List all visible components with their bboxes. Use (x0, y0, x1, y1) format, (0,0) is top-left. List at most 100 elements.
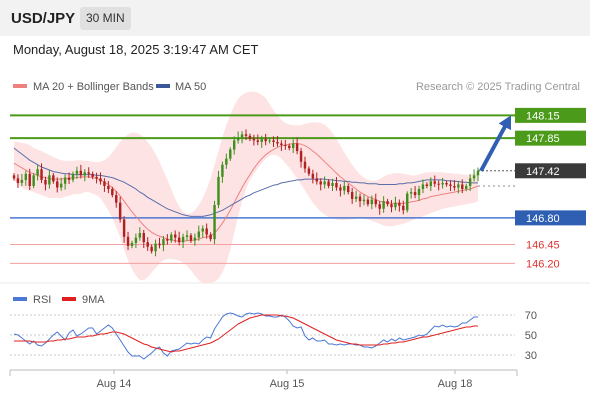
candle-body (453, 185, 456, 188)
candle-body (445, 182, 448, 185)
candle-body (174, 234, 177, 238)
candle-body (213, 204, 216, 240)
candle-body (327, 181, 330, 186)
candle-body (63, 177, 67, 184)
credit-label: Research © 2025 Trading Central (416, 81, 580, 93)
candle-body (75, 170, 79, 174)
minor-level-label: 146.20 (526, 258, 560, 270)
candle-body (335, 182, 338, 188)
projection-group (479, 115, 511, 172)
symbol-title: USD/JPY (11, 10, 76, 27)
resistance-label-box (515, 107, 586, 123)
projection-arrow-shaft (479, 122, 509, 172)
candle-body (382, 201, 385, 209)
candle-body (476, 170, 480, 176)
candle-body (417, 189, 421, 196)
candle-body (107, 185, 110, 190)
candle-body (150, 246, 153, 252)
candle-body (461, 184, 464, 190)
candle-body (331, 182, 334, 186)
candle-body (272, 140, 275, 142)
candle-body (295, 143, 299, 152)
candle-body (299, 151, 303, 162)
candle-body (16, 178, 20, 183)
candle-body (142, 233, 145, 243)
resistance-label: 147.85 (526, 133, 560, 145)
candle-body (56, 181, 59, 188)
candle-body (103, 181, 106, 186)
ma20-line (13, 143, 479, 242)
ma50-legend-swatch (156, 84, 170, 88)
candle-body (347, 185, 350, 193)
candle-body (83, 172, 86, 176)
candle-body (162, 239, 165, 246)
candle-body (36, 169, 39, 176)
ma50-legend-label: MA 50 (175, 81, 206, 93)
candle-body (437, 183, 440, 185)
last-price-box (515, 163, 586, 179)
candle-body (126, 236, 130, 246)
candle-body (197, 231, 201, 238)
candle-body (343, 185, 346, 191)
candle-body (449, 184, 452, 186)
candle-body (154, 243, 157, 252)
candle-body (44, 179, 47, 185)
resistance-label: 148.15 (526, 110, 560, 122)
candle-body (138, 233, 142, 238)
candle-body (28, 173, 31, 186)
x-axis-labels: Aug 14 Aug 15 Aug 18 (97, 370, 473, 390)
candle-body (457, 184, 460, 188)
candle-body (205, 228, 208, 235)
candle-body (248, 135, 252, 139)
candle-body (48, 175, 51, 185)
candle-body (122, 219, 126, 237)
candle-body (409, 192, 413, 194)
candle-body (268, 140, 271, 142)
candle-body (354, 196, 358, 199)
bollinger-band-area (14, 91, 478, 284)
candle-body (181, 236, 185, 243)
candle-body (406, 193, 409, 211)
rsi-legend-swatch (13, 297, 27, 301)
candle-body (362, 199, 366, 202)
candle-body (40, 169, 43, 180)
candle-body (32, 175, 35, 186)
candle-body (209, 234, 212, 240)
minor-level-label: 146.45 (526, 239, 560, 251)
candle-body (402, 205, 405, 211)
candle-body (118, 202, 122, 220)
support-label-box (515, 210, 586, 226)
candle-body (87, 172, 90, 174)
rsi-tick-label: 50 (525, 330, 537, 342)
projection-arrow-head (498, 115, 511, 131)
candle-body (468, 178, 472, 186)
candle-body (59, 183, 63, 188)
candle-body (358, 196, 362, 202)
candle-body (276, 141, 279, 144)
candle-body (260, 138, 263, 142)
rsi-line (13, 312, 478, 360)
candle-body (252, 138, 256, 141)
rsi-tick-label: 70 (525, 310, 537, 322)
ma50-line (13, 147, 478, 217)
candle-body (20, 179, 24, 183)
rsi-legend-label: RSI (33, 294, 51, 306)
ma9-legend-label: 9MA (82, 294, 105, 306)
candle-body (95, 176, 98, 179)
candle-body (303, 161, 307, 169)
candle-body (433, 181, 436, 184)
resistance-label-box (515, 130, 586, 146)
candle-body (177, 237, 181, 243)
price-level-labels: 148.15 147.85 147.42 146.80 146.45 146.20 (515, 107, 586, 270)
candle-body (284, 144, 287, 146)
candle-body (390, 204, 393, 208)
candle-body (394, 202, 397, 208)
x-tick-label: Aug 18 (438, 378, 473, 390)
candle-body (472, 175, 476, 179)
candle-body (378, 204, 381, 209)
candle-body (158, 243, 161, 246)
timeframe-button[interactable]: 30 MIN (80, 7, 131, 30)
candle-body (193, 237, 197, 241)
support-label: 146.80 (526, 213, 560, 225)
